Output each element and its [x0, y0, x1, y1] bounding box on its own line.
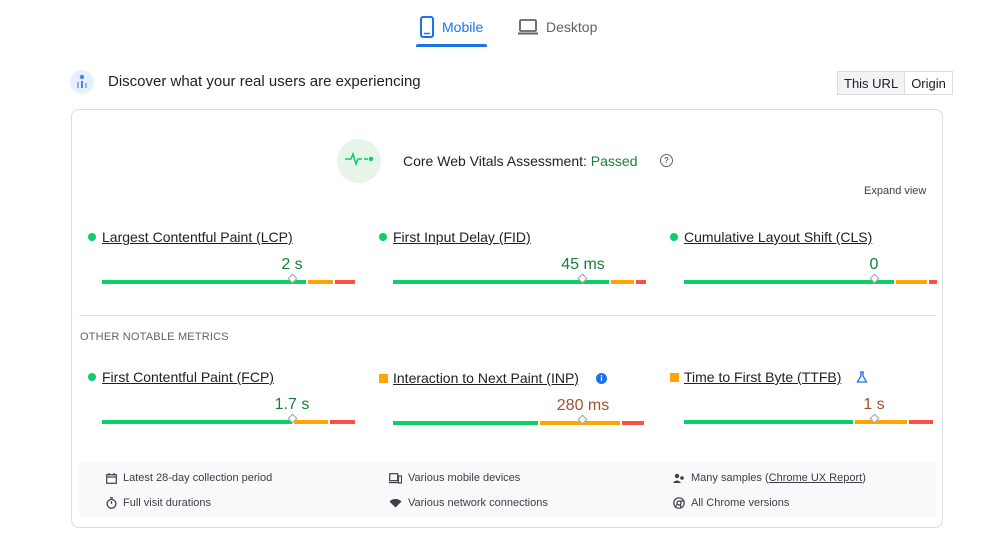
good-status-icon — [88, 233, 96, 241]
distribution-bar — [102, 420, 355, 424]
this-url-button[interactable]: This URL — [838, 72, 906, 94]
network-text: Various network connections — [408, 497, 548, 509]
tab-mobile-label: Mobile — [442, 19, 484, 35]
data-info-footer — [79, 462, 936, 517]
metric-value: 280 ms — [556, 397, 610, 414]
good-status-icon — [670, 233, 678, 241]
devices-text: Various mobile devices — [408, 472, 521, 484]
cwv-assessment-label: Core Web Vitals Assessment: — [403, 153, 587, 169]
good-status-icon — [379, 233, 387, 241]
metric-name[interactable]: Time to First Byte (TTFB) — [684, 369, 842, 385]
people-icon — [673, 473, 685, 484]
desktop-icon — [518, 19, 538, 35]
metric-cls: Cumulative Layout Shift (CLS) 0 — [670, 229, 937, 289]
mobile-icon — [420, 16, 434, 38]
distribution-bar — [393, 421, 644, 425]
samples-prefix: Many samples ( — [691, 472, 769, 484]
origin-button[interactable]: Origin — [911, 75, 946, 91]
calendar-icon — [106, 472, 117, 484]
distribution-bar — [102, 280, 355, 284]
help-icon[interactable]: ? — [660, 154, 673, 167]
page-title: Discover what your real users are experi… — [108, 73, 421, 90]
metric-value: 2 s — [281, 256, 303, 273]
chrome-versions-item: All Chrome versions — [673, 497, 789, 509]
scope-toggle: This URL Origin — [837, 71, 953, 95]
metric-value: 1.7 s — [274, 396, 310, 413]
experimental-flask-icon — [856, 370, 868, 388]
metric-value: 1 s — [863, 396, 885, 413]
chrome-versions-text: All Chrome versions — [691, 497, 790, 509]
pulse-icon — [344, 151, 374, 171]
devices-icon — [389, 472, 402, 484]
tab-desktop-label: Desktop — [546, 19, 598, 35]
cwv-assessment: Core Web Vitals Assessment: Passed — [403, 153, 638, 169]
metric-name[interactable]: Cumulative Layout Shift (CLS) — [684, 229, 873, 245]
samples-text: Many samples (Chrome UX Report) — [691, 472, 866, 484]
distribution-bar — [684, 280, 937, 284]
metric-inp: Interaction to Next Paint (INP) i 280 ms — [379, 370, 644, 430]
cwv-status: Passed — [590, 153, 638, 169]
metric-fid: First Input Delay (FID) 45 ms — [379, 229, 646, 289]
chrome-ux-report-link[interactable]: Chrome UX Report — [768, 472, 863, 484]
cwv-badge — [337, 139, 381, 183]
visit-durations-text: Full visit durations — [123, 497, 212, 509]
section-divider — [79, 315, 936, 316]
collection-period-text: Latest 28-day collection period — [123, 472, 273, 484]
wifi-icon — [389, 498, 402, 508]
samples-suffix: ) — [862, 472, 866, 484]
metric-lcp: Largest Contentful Paint (LCP) 2 s — [88, 229, 355, 289]
devices-item: Various mobile devices — [389, 472, 520, 484]
network-item: Various network connections — [389, 497, 548, 509]
metric-ttfb: Time to First Byte (TTFB) 1 s — [670, 369, 933, 429]
active-tab-indicator — [416, 44, 487, 47]
field-data-card — [71, 109, 943, 528]
distribution-bar — [684, 420, 933, 424]
metric-name[interactable]: First Input Delay (FID) — [393, 229, 531, 245]
tab-mobile[interactable]: Mobile — [420, 10, 483, 44]
expand-view-button[interactable]: Expand view — [864, 185, 927, 197]
needs-improvement-status-icon — [670, 373, 679, 382]
needs-improvement-status-icon — [379, 374, 388, 383]
info-icon[interactable]: i — [596, 373, 607, 384]
samples-item: Many samples (Chrome UX Report) — [673, 472, 866, 484]
metric-name[interactable]: Largest Contentful Paint (LCP) — [102, 229, 293, 245]
metric-name[interactable]: Interaction to Next Paint (INP) — [393, 370, 579, 386]
metric-value: 0 — [869, 256, 879, 273]
stopwatch-icon — [106, 497, 117, 509]
other-metrics-heading: OTHER NOTABLE METRICS — [80, 331, 229, 343]
good-status-icon — [88, 373, 96, 381]
distribution-bar — [393, 280, 646, 284]
crux-users-icon — [70, 70, 94, 99]
chrome-icon — [673, 497, 685, 509]
metric-name[interactable]: First Contentful Paint (FCP) — [102, 369, 274, 385]
collection-period-item: Latest 28-day collection period — [106, 472, 272, 484]
metric-value: 45 ms — [561, 256, 605, 273]
visit-durations-item: Full visit durations — [106, 497, 211, 509]
metric-fcp: First Contentful Paint (FCP) 1.7 s — [88, 369, 355, 429]
tab-desktop[interactable]: Desktop — [518, 10, 597, 44]
